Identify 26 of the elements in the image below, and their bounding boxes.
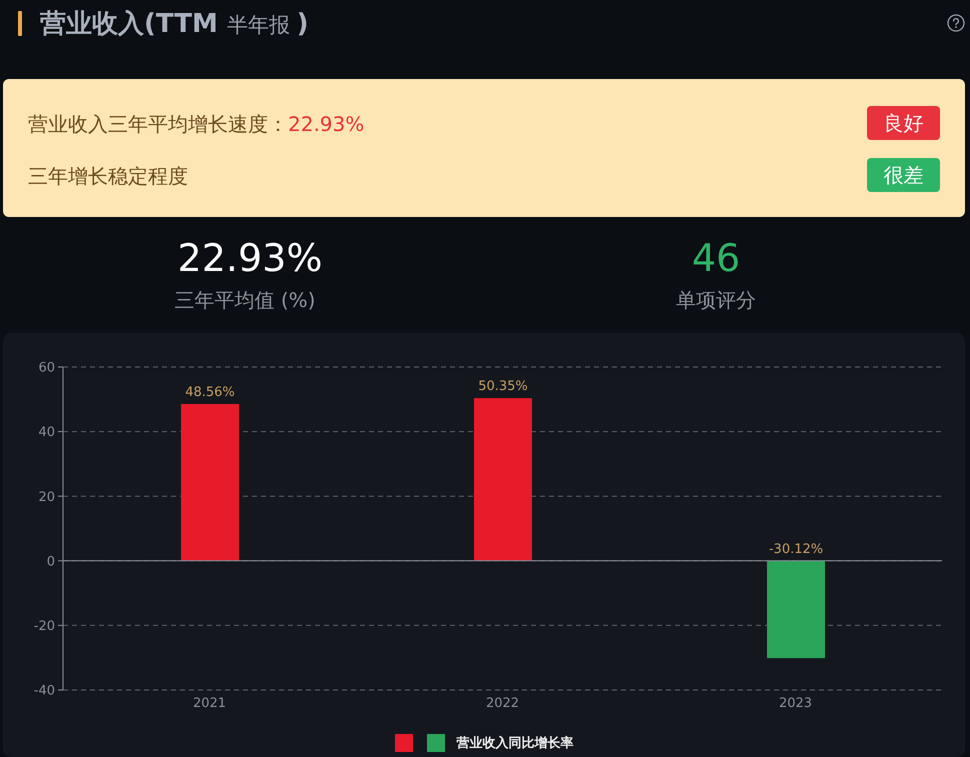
x-tick-label: 2023 [778, 696, 812, 712]
y-tick-label: -40 [34, 684, 55, 699]
y-tick-label: 60 [38, 360, 55, 376]
x-tick-label: 2022 [486, 696, 520, 712]
text: 三年平均值 (%) [174, 287, 316, 314]
bar [181, 404, 239, 561]
y-tick-label: -20 [34, 619, 55, 634]
data-label: 48.56% [185, 384, 235, 400]
y-tick-label: 40 [38, 425, 55, 440]
bar [474, 398, 532, 561]
text: 很差 [867, 158, 940, 192]
x-tick-label: 2021 [192, 696, 226, 712]
y-tick-label: 0 [46, 554, 55, 570]
text: 46 [690, 236, 742, 280]
text: 单项评分 [675, 287, 757, 314]
text: 营业收入三年平均增长速度： [28, 112, 288, 136]
text: 三年增长稳定程度 [28, 163, 188, 190]
bar [767, 560, 825, 658]
text: 22.93% [288, 112, 364, 136]
data-label: -30.12% [768, 542, 824, 557]
y-tick-label: 20 [38, 490, 55, 505]
chart-title: 营业收入(TTM 半年报 ) [40, 9, 308, 39]
text: 22.93% [176, 236, 324, 280]
text: 良好 [867, 106, 940, 140]
data-label: 50.35% [478, 379, 528, 394]
legend-label: 营业收入同比增长率 [456, 734, 574, 752]
